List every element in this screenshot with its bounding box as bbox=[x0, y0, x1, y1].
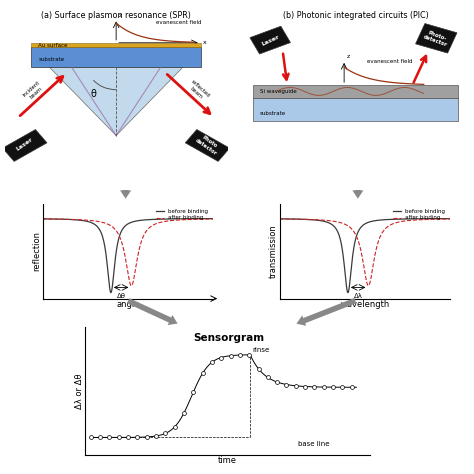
Text: Δθ: Δθ bbox=[117, 292, 126, 299]
FancyBboxPatch shape bbox=[3, 129, 47, 162]
Text: z: z bbox=[118, 13, 122, 18]
Text: Laser: Laser bbox=[260, 34, 280, 46]
Text: reflected
beam: reflected beam bbox=[186, 79, 211, 102]
Bar bbox=[31, 43, 201, 47]
Text: rinse: rinse bbox=[253, 347, 270, 354]
X-axis label: angle: angle bbox=[116, 300, 140, 309]
Text: x: x bbox=[203, 40, 207, 46]
Text: incident
beam: incident beam bbox=[22, 79, 45, 102]
Text: Photo-
detector: Photo- detector bbox=[422, 29, 450, 48]
FancyBboxPatch shape bbox=[250, 26, 291, 54]
Text: base line: base line bbox=[298, 441, 329, 447]
Text: θ: θ bbox=[91, 89, 97, 99]
Text: Photo
detector: Photo detector bbox=[194, 133, 221, 156]
X-axis label: time: time bbox=[218, 456, 237, 465]
X-axis label: wavelength: wavelength bbox=[340, 300, 390, 309]
Bar bbox=[253, 98, 458, 121]
Text: Sensorgram: Sensorgram bbox=[193, 334, 264, 344]
Text: substrate: substrate bbox=[260, 110, 286, 116]
FancyBboxPatch shape bbox=[416, 24, 457, 53]
Text: Au surface: Au surface bbox=[38, 43, 68, 48]
Text: substrate: substrate bbox=[38, 57, 64, 63]
Polygon shape bbox=[49, 67, 183, 136]
Y-axis label: reflection: reflection bbox=[32, 231, 41, 271]
Y-axis label: Δλ or Δθ: Δλ or Δθ bbox=[75, 374, 84, 409]
Bar bbox=[31, 47, 201, 67]
Text: Si waveguide: Si waveguide bbox=[260, 89, 297, 94]
FancyBboxPatch shape bbox=[185, 129, 229, 162]
Text: (a) Surface plasmon resonance (SPR): (a) Surface plasmon resonance (SPR) bbox=[41, 11, 191, 20]
Text: evanescent field: evanescent field bbox=[367, 59, 412, 64]
Text: (b) Photonic integrated circuits (PIC): (b) Photonic integrated circuits (PIC) bbox=[283, 11, 428, 20]
Y-axis label: transmission: transmission bbox=[269, 224, 278, 278]
Text: evanescent field: evanescent field bbox=[156, 19, 202, 25]
Text: Δλ: Δλ bbox=[354, 292, 363, 299]
Text: Laser: Laser bbox=[16, 137, 34, 152]
Text: z: z bbox=[346, 54, 350, 59]
Legend: before binding, after binding: before binding, after binding bbox=[153, 207, 210, 223]
Bar bbox=[253, 85, 458, 98]
Legend: before binding, after binding: before binding, after binding bbox=[390, 207, 447, 223]
